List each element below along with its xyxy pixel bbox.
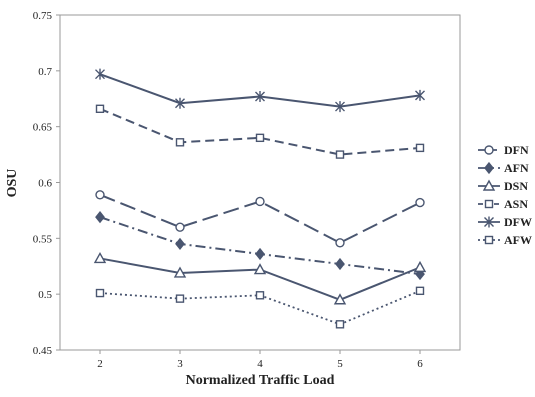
legend: DFN AFN DSN ASN DFW AFW xyxy=(478,143,532,247)
x-tick-label: 6 xyxy=(417,358,423,370)
series-point-afw-marker xyxy=(255,291,265,300)
series-point-dsn-marker xyxy=(333,293,347,305)
y-axis-title: OSU xyxy=(5,169,20,198)
series-layer xyxy=(93,68,427,329)
series-point-dsn-marker xyxy=(253,263,267,275)
legend-label: DFN xyxy=(504,143,529,157)
y-axis-ticks: 0.45 0.5 0.55 0.6 0.65 0.7 0.75 xyxy=(33,10,60,357)
series-point-dfn-marker xyxy=(255,196,265,207)
legend-entry-afn: AFN xyxy=(478,161,529,175)
series-point-dfn-marker xyxy=(335,238,345,248)
y-tick-label: 0.45 xyxy=(33,345,53,357)
series-point-afn-marker xyxy=(255,247,265,261)
y-tick-label: 0.7 xyxy=(38,66,52,78)
x-axis-ticks: 2 3 4 5 6 xyxy=(97,350,423,370)
x-tick-label: 3 xyxy=(177,358,183,370)
legend-label: DFW xyxy=(504,215,532,229)
series-point-dfw-marker xyxy=(255,91,265,103)
series-point-asn-marker xyxy=(255,133,265,143)
series-point-afw-marker xyxy=(175,294,185,303)
series-point-dfn-marker xyxy=(415,197,425,208)
y-tick-label: 0.65 xyxy=(33,122,53,134)
x-tick-label: 2 xyxy=(97,358,103,370)
series-point-dsn-marker xyxy=(173,266,187,278)
x-axis-title: Normalized Traffic Load xyxy=(186,373,335,388)
series-point-afw-marker xyxy=(95,288,105,298)
x-tick-label: 5 xyxy=(337,358,343,370)
series-point-dsn-marker xyxy=(93,251,107,264)
series-asn xyxy=(95,104,425,159)
series-point-dfn-marker xyxy=(95,190,105,200)
legend-swatch-marker xyxy=(484,161,494,175)
series-point-dfn-marker xyxy=(175,222,185,232)
series-point-afw-marker xyxy=(335,320,345,329)
series-afw xyxy=(95,286,425,329)
series-point-asn-marker xyxy=(95,104,105,114)
legend-entry-dsn: DSN xyxy=(478,179,528,193)
series-point-dsn-marker xyxy=(413,260,427,273)
series-afn xyxy=(95,210,425,281)
series-point-asn-marker xyxy=(415,143,425,153)
legend-swatch-marker xyxy=(484,235,494,245)
legend-label: AFW xyxy=(504,233,532,247)
legend-label: AFN xyxy=(504,161,529,175)
series-dfw xyxy=(95,68,425,113)
series-dsn xyxy=(93,251,427,305)
y-tick-label: 0.5 xyxy=(38,289,52,301)
series-point-afn-marker xyxy=(175,237,185,251)
series-point-afn-marker xyxy=(95,210,105,224)
legend-label: DSN xyxy=(504,179,528,193)
series-point-asn-marker xyxy=(175,138,185,147)
legend-entry-afw: AFW xyxy=(478,233,532,247)
legend-entry-dfn: DFN xyxy=(478,143,529,157)
y-tick-label: 0.75 xyxy=(33,10,53,22)
y-tick-label: 0.6 xyxy=(38,178,52,190)
legend-entry-asn: ASN xyxy=(478,197,528,211)
series-point-dfw-marker xyxy=(175,97,185,109)
series-dfn xyxy=(95,190,425,248)
y-tick-label: 0.55 xyxy=(33,233,53,245)
series-line-asn xyxy=(99,107,421,156)
legend-swatch-marker xyxy=(484,199,494,209)
series-point-afw-marker xyxy=(415,286,425,296)
series-point-dfw-marker xyxy=(415,89,425,101)
series-point-asn-marker xyxy=(335,150,345,159)
series-point-dfw-marker xyxy=(335,101,345,113)
legend-entry-dfw: DFW xyxy=(478,215,532,229)
series-point-afn-marker xyxy=(335,257,345,271)
legend-swatch-marker xyxy=(484,145,494,155)
series-line-dfn xyxy=(99,193,421,244)
series-point-dfw-marker xyxy=(95,68,105,80)
legend-swatch-marker xyxy=(482,179,496,191)
x-tick-label: 4 xyxy=(257,358,263,370)
legend-label: ASN xyxy=(504,197,528,211)
legend-swatch-marker xyxy=(484,216,494,228)
